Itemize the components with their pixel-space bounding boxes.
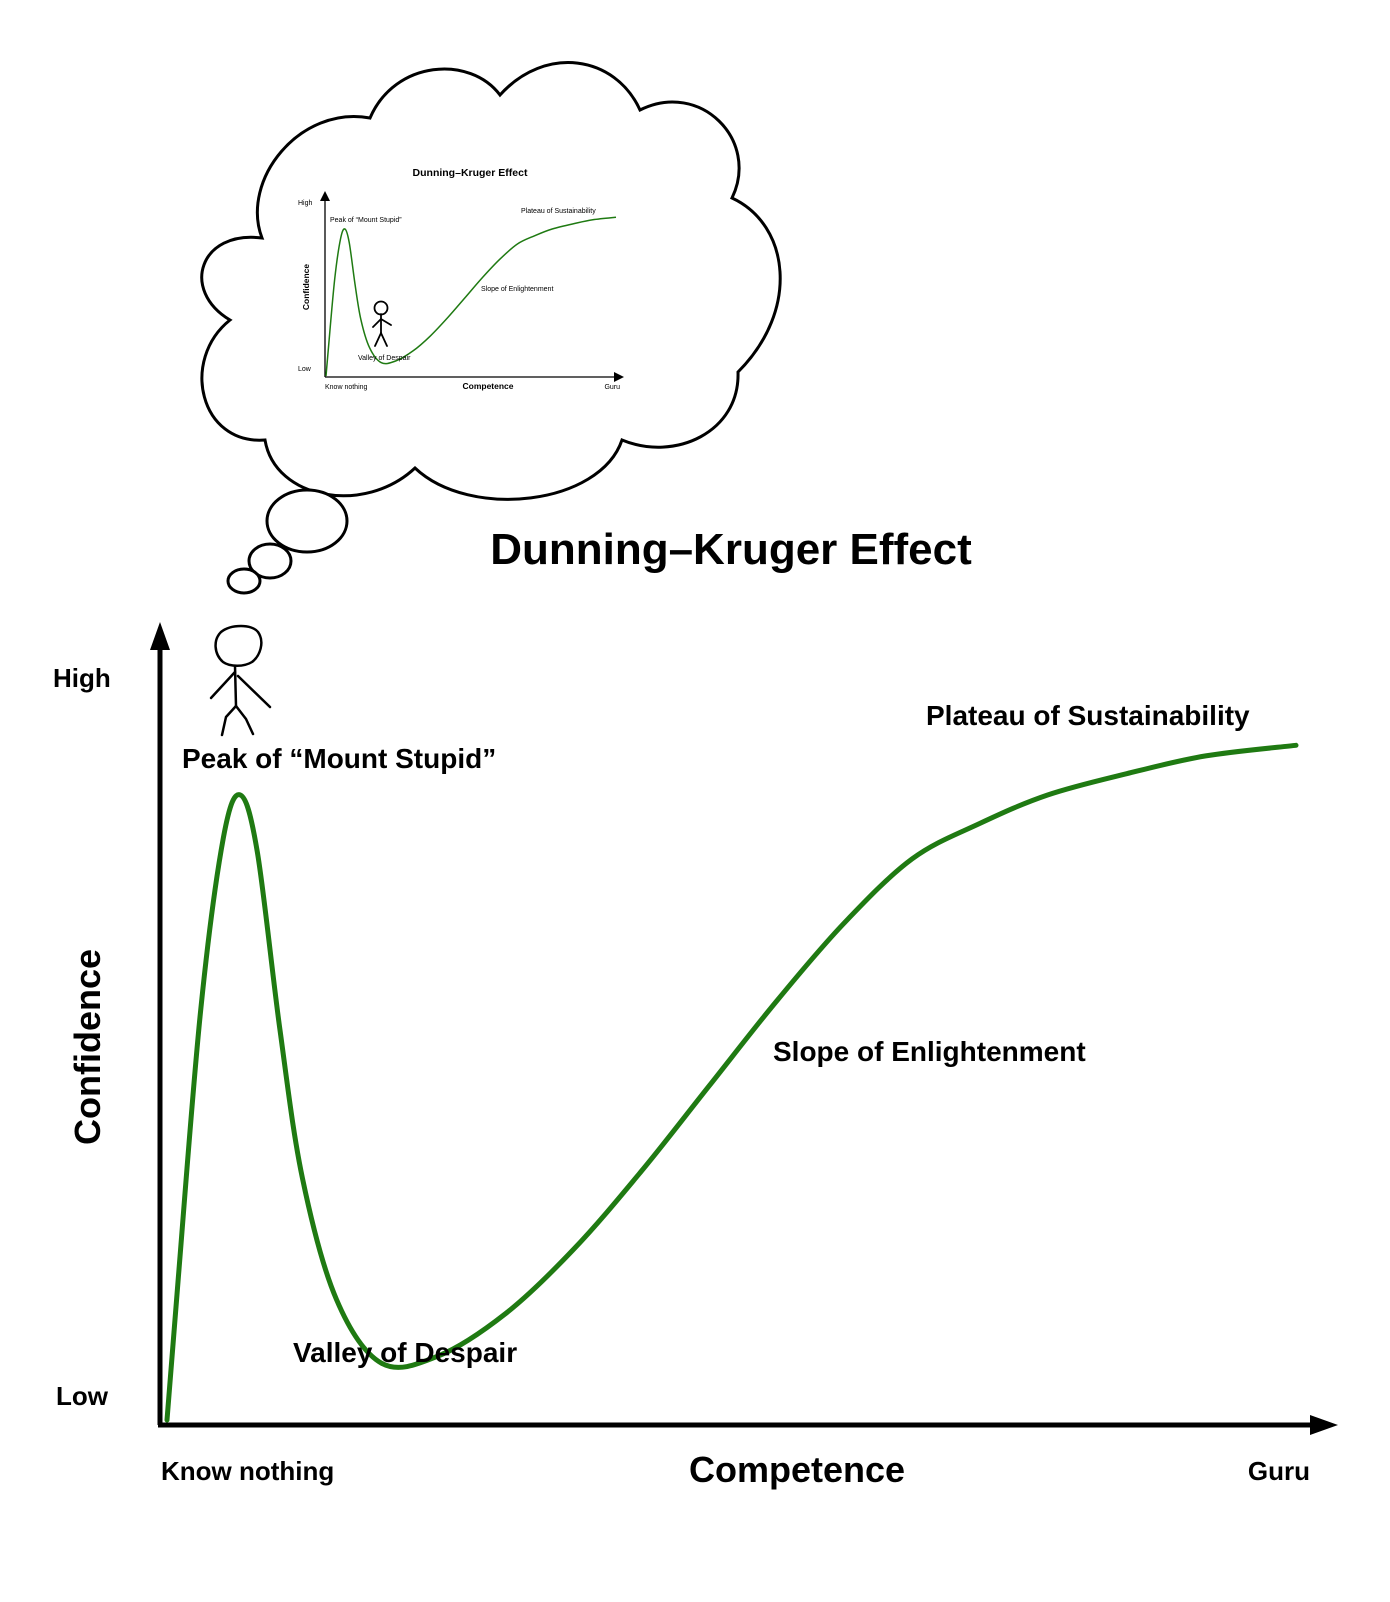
- thought-bubble-dot-large: [265, 488, 349, 554]
- page-title: Dunning–Kruger Effect: [490, 525, 972, 574]
- x-tick-know-nothing: Know nothing: [161, 1456, 334, 1486]
- y-tick-low: Low: [56, 1381, 109, 1411]
- y-axis-label: Confidence: [67, 949, 108, 1145]
- mini-label-plateau: Plateau of Sustainability: [521, 208, 596, 215]
- main-axes: [150, 622, 1338, 1435]
- mini-chart: Dunning–Kruger Effect High Low Confidenc…: [298, 167, 624, 391]
- mini-label-slope-of-enlightenment: Slope of Enlightenment: [481, 286, 553, 293]
- label-mount-stupid: Peak of “Mount Stupid”: [182, 743, 496, 774]
- x-axis-arrowhead: [1310, 1415, 1338, 1435]
- label-slope-of-enlightenment: Slope of Enlightenment: [773, 1036, 1086, 1067]
- mini-chart-title: Dunning–Kruger Effect: [413, 167, 528, 179]
- mini-y-tick-low: Low: [298, 366, 312, 373]
- label-valley-of-despair: Valley of Despair: [293, 1337, 517, 1368]
- y-axis-arrowhead: [150, 622, 170, 650]
- mini-y-tick-high: High: [298, 200, 313, 207]
- mini-x-tick-guru: Guru: [604, 384, 620, 391]
- thought-bubble-dot-medium: [247, 542, 293, 580]
- mini-label-mount-stupid: Peak of “Mount Stupid”: [330, 217, 402, 224]
- mini-curve-series: [325, 216, 617, 377]
- mini-x-axis-label: Competence: [462, 381, 513, 391]
- mini-y-axis-label: Confidence: [301, 264, 311, 311]
- y-tick-high: High: [53, 663, 111, 693]
- confidence-curve-series: [164, 742, 1299, 1423]
- x-axis-label: Competence: [689, 1449, 905, 1490]
- x-tick-guru: Guru: [1248, 1456, 1310, 1486]
- mini-stick-figure: [372, 300, 392, 347]
- thought-cloud: [200, 61, 782, 501]
- thought-bubble: [200, 61, 782, 595]
- mini-label-valley-of-despair: Valley of Despair: [358, 355, 411, 362]
- label-plateau-of-sustainability: Plateau of Sustainability: [926, 700, 1250, 731]
- stick-figure: [209, 624, 272, 737]
- thought-bubble-dot-small: [226, 567, 262, 595]
- mini-x-tick-know-nothing: Know nothing: [325, 384, 368, 391]
